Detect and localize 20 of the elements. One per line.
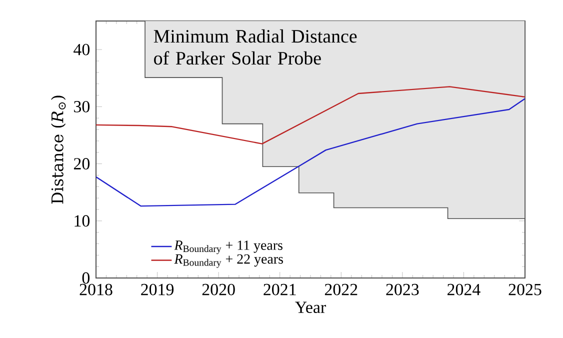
x-tick-label: 2018 (80, 284, 112, 296)
x-tick-label: 2019 (141, 284, 174, 296)
y-tick-label: 40 (74, 44, 90, 56)
x-tick-label: 2023 (386, 284, 419, 296)
y-tick-label: 20 (74, 158, 90, 170)
x-tick-label: 2022 (324, 284, 358, 296)
y-axis-title: Distance (R$_{⊙}$) (51, 96, 66, 204)
y-tick-label: 0 (82, 272, 90, 284)
x-tick-label: 2024 (448, 284, 480, 296)
x-tick-label: 2020 (202, 284, 235, 296)
x-axis-title: Year (295, 302, 326, 314)
legend-label: R$_{Boundary}$ + 11 years (174, 240, 282, 254)
x-tick-label: 2021 (264, 284, 296, 296)
y-tick-label: 10 (74, 215, 90, 227)
text: Minimum Radial Distance of Parker Solar Probe (154, 29, 357, 65)
legend-label: R$_{Boundary}$ + 22 years (174, 254, 283, 268)
line-series (96, 98, 525, 207)
line-series (96, 86, 525, 144)
y-tick-label: 30 (74, 100, 90, 112)
x-tick-label: 2025 (508, 284, 542, 296)
